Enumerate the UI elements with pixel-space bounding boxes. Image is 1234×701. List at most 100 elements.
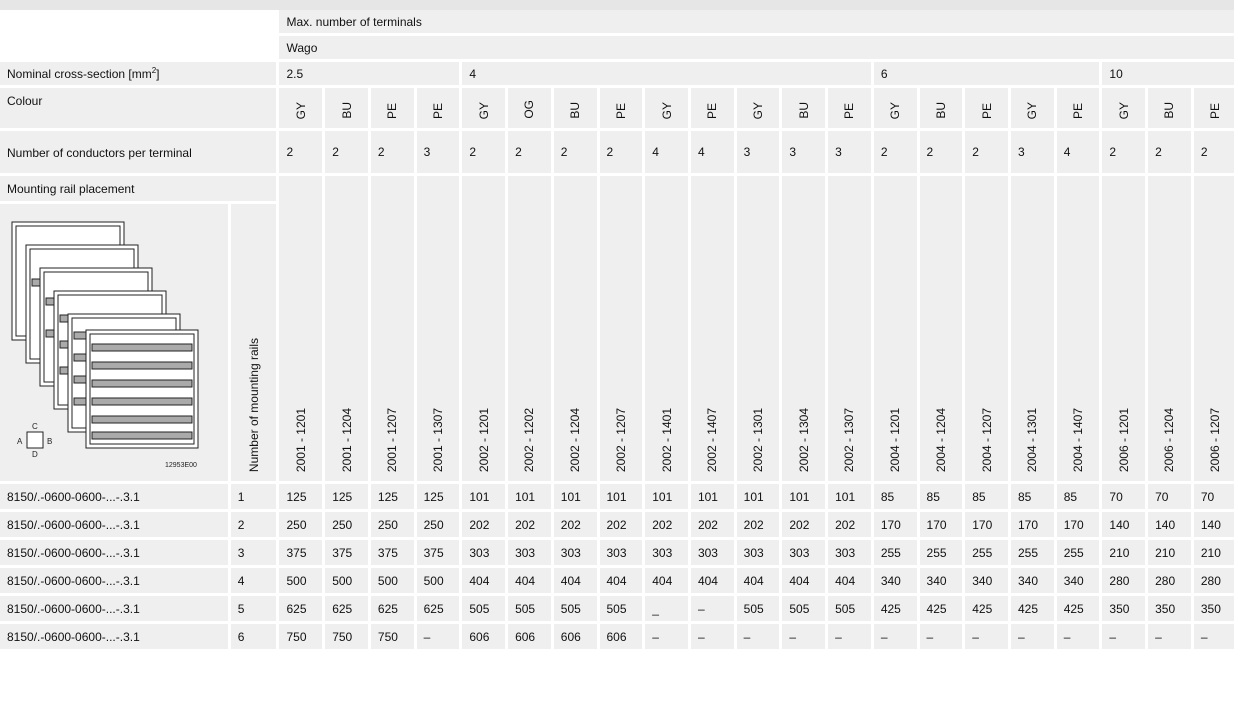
value-cell: – (1148, 624, 1194, 652)
part-number-cell: 2002 - 1301 (736, 176, 783, 484)
value-cell: 202 (736, 512, 783, 540)
value-cell: 202 (782, 512, 829, 540)
value-cell: 250 (416, 512, 463, 540)
part-number-cell: 2004 - 1204 (919, 176, 966, 484)
model-cell: 8150/.-0600-0600-...-.3.1 (0, 568, 231, 596)
value-cell: 505 (599, 596, 646, 624)
part-number-cell: 2002 - 1204 (553, 176, 600, 484)
value-cell: 350 (1148, 596, 1194, 624)
value-cell: _ (645, 596, 691, 624)
value-cell: 505 (508, 596, 554, 624)
model-cell: 8150/.-0600-0600-...-.3.1 (0, 596, 231, 624)
value-cell: – (965, 624, 1011, 652)
label-b: B (47, 437, 52, 446)
value-cell: 70 (1102, 484, 1149, 512)
value-cell: 404 (736, 568, 783, 596)
value-cell: 202 (508, 512, 554, 540)
value-cell: 202 (690, 512, 737, 540)
conductors-cell: 3 (736, 131, 783, 176)
value-cell: 85 (965, 484, 1011, 512)
value-cell: 750 (325, 624, 371, 652)
value-cell: 750 (279, 624, 326, 652)
value-cell: 140 (1102, 512, 1149, 540)
value-cell: 505 (736, 596, 783, 624)
conductors-cell: 3 (782, 131, 829, 176)
value-cell: 500 (416, 568, 463, 596)
value-cell: – (1193, 624, 1234, 652)
value-cell: 125 (279, 484, 326, 512)
value-cell: 606 (508, 624, 554, 652)
value-cell: – (919, 624, 966, 652)
brand-header: Wago (279, 36, 1234, 62)
table-row: 8150/.-0600-0600-...-.3.1 5 625 625 625 … (0, 596, 1234, 624)
rails-cell: 3 (230, 540, 280, 568)
table-row: 8150/.-0600-0600-...-.3.1 2 250 250 250 … (0, 512, 1234, 540)
part-number-cell: 2006 - 1207 (1193, 176, 1234, 484)
value-cell: 101 (645, 484, 691, 512)
value-cell: 202 (645, 512, 691, 540)
value-cell: 303 (736, 540, 783, 568)
conductors-cell: 3 (828, 131, 874, 176)
colour-cell: GY (1102, 88, 1149, 131)
value-cell: 170 (1056, 512, 1103, 540)
value-cell: 350 (1193, 596, 1234, 624)
value-cell: 202 (828, 512, 874, 540)
part-number-cell: 2001 - 1307 (416, 176, 463, 484)
num-rails-header: Number of mounting rails (230, 204, 280, 484)
model-cell: 8150/.-0600-0600-...-.3.1 (0, 484, 231, 512)
value-cell: 606 (553, 624, 600, 652)
value-cell: 505 (462, 596, 509, 624)
value-cell: 303 (553, 540, 600, 568)
colour-cell: PE (599, 88, 646, 131)
conductors-cell: 4 (645, 131, 691, 176)
colour-cell: PE (1056, 88, 1103, 131)
table-row: 8150/.-0600-0600-...-.3.1 3 375 375 375 … (0, 540, 1234, 568)
value-cell: 101 (736, 484, 783, 512)
value-cell: 170 (873, 512, 920, 540)
colour-cell: PE (416, 88, 463, 131)
value-cell: 210 (1193, 540, 1234, 568)
value-cell: 250 (370, 512, 417, 540)
value-cell: – (1056, 624, 1103, 652)
conductors-cell: 2 (1102, 131, 1149, 176)
cross-section-value: 10 (1102, 62, 1234, 88)
value-cell: 70 (1148, 484, 1194, 512)
figure-code: 12953E00 (165, 462, 197, 469)
value-cell: 500 (370, 568, 417, 596)
value-cell: – (1102, 624, 1149, 652)
colour-cell: GY (736, 88, 783, 131)
conductors-cell: 2 (325, 131, 371, 176)
value-cell: 625 (279, 596, 326, 624)
value-cell: 606 (462, 624, 509, 652)
value-cell: 101 (553, 484, 600, 512)
value-cell: 101 (690, 484, 737, 512)
value-cell: 101 (462, 484, 509, 512)
conductors-cell: 2 (873, 131, 920, 176)
value-cell: – (736, 624, 783, 652)
rail-placement-label: Mounting rail placement (0, 176, 280, 204)
conductors-cell: 2 (1148, 131, 1194, 176)
value-cell: 340 (1010, 568, 1057, 596)
value-cell: 500 (325, 568, 371, 596)
header-row-max-terminals: Max. number of terminals (0, 10, 1234, 36)
colour-cell: GY (873, 88, 920, 131)
value-cell: 425 (1010, 596, 1057, 624)
value-cell: 255 (965, 540, 1011, 568)
value-cell: 375 (416, 540, 463, 568)
value-cell: 500 (279, 568, 326, 596)
value-cell: 250 (279, 512, 326, 540)
value-cell: 505 (782, 596, 829, 624)
table-row: 8150/.-0600-0600-...-.3.1 4 500 500 500 … (0, 568, 1234, 596)
colour-cell: PE (370, 88, 417, 131)
value-cell: 170 (965, 512, 1011, 540)
value-cell: – (828, 624, 874, 652)
value-cell: 280 (1148, 568, 1194, 596)
conductors-cell: 2 (462, 131, 509, 176)
value-cell: 404 (782, 568, 829, 596)
part-number-cell: 2002 - 1202 (508, 176, 554, 484)
value-cell: 303 (690, 540, 737, 568)
conductors-cell: 4 (1056, 131, 1103, 176)
part-number-cell: 2004 - 1207 (965, 176, 1011, 484)
max-terminals-header: Max. number of terminals (279, 10, 1234, 36)
colour-cell: PE (1193, 88, 1234, 131)
